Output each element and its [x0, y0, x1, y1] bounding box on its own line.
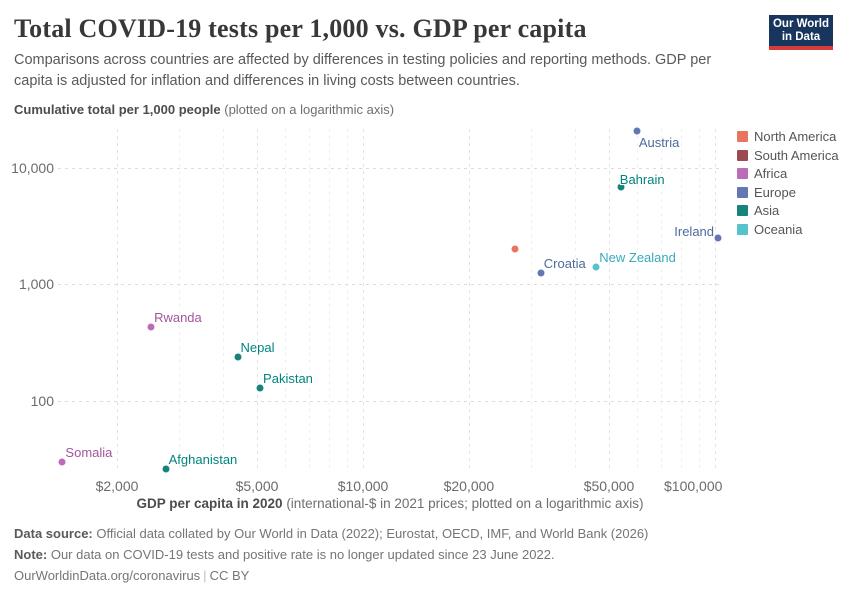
- point-label-nepal[interactable]: Nepal: [240, 339, 275, 355]
- y-tick-100: 100: [30, 392, 54, 409]
- y-axis-title-bold: Cumulative total per 1,000 people: [14, 102, 221, 117]
- gridline-x-50000: [609, 129, 610, 471]
- data-point-north-america-unlabeled[interactable]: [511, 245, 519, 253]
- footer-link[interactable]: OurWorldinData.org/coronavirus: [14, 568, 201, 583]
- point-label-croatia[interactable]: Croatia: [543, 256, 586, 272]
- footer-note-line: Note: Our data on COVID-19 tests and pos…: [14, 544, 648, 565]
- data-point-ireland[interactable]: [714, 234, 722, 242]
- point-label-austria[interactable]: Austria: [638, 135, 680, 151]
- footer: Data source: Official data collated by O…: [14, 523, 648, 586]
- gridline-x-2000: [117, 129, 118, 471]
- data-point-new-zealand[interactable]: [592, 263, 600, 271]
- point-label-ireland[interactable]: Ireland: [674, 224, 715, 240]
- legend-swatch-north-america: [737, 131, 748, 142]
- y-tick-10000: 10,000: [11, 160, 54, 176]
- legend-swatch-oceania: [737, 223, 748, 235]
- data-point-somalia[interactable]: [58, 458, 66, 466]
- footer-note-label: Note:: [14, 547, 48, 562]
- gridline-x-5000: [257, 129, 258, 471]
- gridline-x-100000: [715, 129, 716, 471]
- legend-label-africa: Africa: [754, 166, 788, 181]
- gridline-x-minor-80000: [680, 129, 682, 471]
- legend-item-oceania[interactable]: Oceania: [737, 221, 839, 237]
- legend: North America South America Africa Europe As…: [737, 129, 839, 237]
- x-axis-title-note: (international-$ in 2021 prices; plotted…: [282, 496, 644, 511]
- owid-logo-red-bar: [769, 46, 833, 50]
- gridline-y-100: [58, 400, 722, 402]
- point-label-afghanistan[interactable]: Afghanistan: [168, 451, 238, 467]
- gridline-x-minor-60000: [636, 129, 638, 471]
- legend-label-north-america: North America: [754, 129, 837, 144]
- chart-subtitle: Comparisons across countries are affecte…: [14, 52, 712, 89]
- legend-swatch-south-america: [737, 149, 748, 161]
- legend-item-asia[interactable]: Asia: [737, 203, 839, 218]
- legend-label-europe: Europe: [754, 184, 796, 200]
- data-point-nepal[interactable]: [234, 353, 241, 361]
- y-axis-title: Cumulative total per 1,000 people (plott…: [14, 102, 394, 117]
- legend-item-europe[interactable]: Europe: [737, 184, 839, 200]
- owid-logo-line1: Our World: [772, 17, 829, 30]
- gridline-y-10000: [58, 168, 722, 169]
- plot-area: $2,000 $5,000 $10,000 $20,000 $50,000 $100,00…: [11, 125, 722, 494]
- point-label-pakistan[interactable]: Pakistan: [263, 370, 313, 386]
- footer-note-text: Our data on COVID-19 tests and positive …: [47, 547, 555, 562]
- owid-logo-line2: in Data: [781, 30, 821, 43]
- y-axis-title-note: (plotted on a logarithmic axis): [220, 102, 395, 117]
- legend-item-south-america[interactable]: South America: [737, 147, 839, 163]
- x-tick-10000: $10,000: [337, 478, 389, 494]
- legend-item-africa[interactable]: Africa: [737, 166, 839, 181]
- footer-source-text: Official data collated by Our World in D…: [92, 526, 649, 541]
- gridline-x-minor-90000: [698, 129, 700, 471]
- gridline-x-minor-3000: [178, 129, 180, 471]
- owid-logo-box: Our World in Data: [769, 15, 833, 46]
- footer-license-line: OurWorldinData.org/coronavirus | CC BY: [14, 565, 648, 586]
- gridline-y-1000: [58, 284, 722, 286]
- data-point-rwanda[interactable]: [147, 323, 155, 331]
- point-label-somalia[interactable]: Somalia: [65, 444, 113, 460]
- owid-logo[interactable]: Our World in Data: [769, 15, 833, 50]
- gridline-x-minor-6000: [284, 129, 286, 471]
- legend-swatch-africa: [737, 168, 748, 179]
- legend-label-oceania: Oceania: [754, 221, 803, 237]
- point-label-new-zealand[interactable]: New Zealand: [599, 250, 676, 266]
- footer-source-label: Data source:: [14, 526, 93, 541]
- x-tick-50000: $50,000: [583, 478, 635, 494]
- gridline-x-20000: [468, 129, 470, 471]
- gridline-x-10000: [363, 129, 364, 471]
- gridline-x-minor-9000: [346, 129, 348, 471]
- footer-separator: |: [203, 568, 207, 583]
- x-tick-5000: $5,000: [235, 478, 279, 494]
- footer-license: CC BY: [209, 568, 250, 583]
- legend-swatch-asia: [737, 205, 748, 216]
- data-point-croatia[interactable]: [537, 269, 545, 277]
- gridline-x-minor-70000: [660, 129, 662, 471]
- gridline-x-minor-30000: [530, 129, 532, 471]
- point-label-bahrain[interactable]: Bahrain: [619, 171, 665, 187]
- gridline-x-minor-7000: [308, 129, 310, 471]
- data-point-austria[interactable]: [633, 127, 641, 134]
- footer-source-line: Data source: Official data collated by O…: [14, 523, 648, 544]
- legend-label-asia: Asia: [754, 203, 780, 218]
- gridline-x-minor-40000: [574, 129, 576, 471]
- x-tick-20000: $20,000: [443, 478, 495, 494]
- page-title: Total COVID-19 tests per 1,000 vs. GDP p…: [14, 14, 587, 43]
- x-tick-100000: $100,000: [664, 478, 723, 494]
- x-tick-2000: $2,000: [95, 478, 139, 494]
- gridline-x-minor-4000: [222, 129, 224, 471]
- legend-label-south-america: South America: [754, 147, 839, 163]
- data-point-bahrain[interactable]: [617, 183, 625, 191]
- data-point-afghanistan[interactable]: [162, 465, 170, 473]
- data-point-pakistan[interactable]: [256, 384, 264, 392]
- legend-item-north-america[interactable]: North America: [737, 129, 839, 144]
- legend-swatch-europe: [737, 186, 748, 198]
- x-axis-title-bold: GDP per capita in 2020: [136, 496, 283, 511]
- point-label-rwanda[interactable]: Rwanda: [154, 310, 202, 326]
- x-axis-title: GDP per capita in 2020 (international-$ …: [58, 496, 722, 511]
- gridline-x-minor-8000: [328, 129, 330, 471]
- y-tick-1000: 1,000: [18, 276, 54, 293]
